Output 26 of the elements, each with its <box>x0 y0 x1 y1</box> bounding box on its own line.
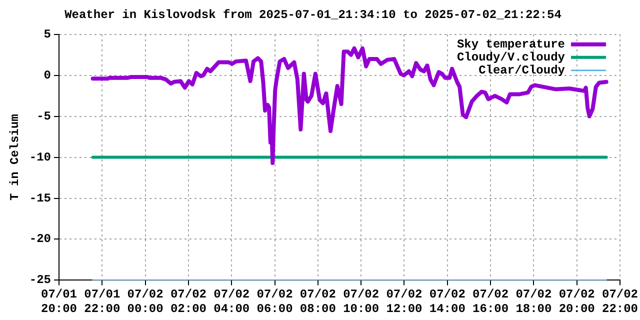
x-tick-label: 07/02 00:00 <box>127 287 164 316</box>
y-tick-label: -25 <box>29 273 52 288</box>
x-tick-label: 07/02 02:00 <box>170 287 206 316</box>
y-tick-label: -15 <box>29 191 52 206</box>
legend-label: Sky temperature <box>456 37 565 52</box>
x-tick-label: 07/02 04:00 <box>214 287 250 316</box>
x-tick-label: 07/02 22:00 <box>602 287 638 316</box>
y-tick-label: -10 <box>29 150 52 164</box>
x-tick-label: 07/02 18:00 <box>516 287 552 316</box>
chart-title: Weather in Kislovodsk from 2025-07-01_21:34:10 to 2025-07-02_21:22:54 <box>64 8 562 22</box>
x-tick-label: 07/02 20:00 <box>558 287 595 316</box>
x-tick-label: 07/02 16:00 <box>472 287 509 316</box>
x-tick-label: 07/02 06:00 <box>256 287 293 316</box>
x-tick-label: 07/02 14:00 <box>429 287 466 316</box>
x-tick-label: 07/02 12:00 <box>386 287 422 316</box>
y-tick-label: -20 <box>29 232 52 246</box>
x-tick-label: 07/01 20:00 <box>40 287 78 316</box>
legend-label: Clear/Cloudy <box>478 63 565 78</box>
legend-label: Cloudy/V.cloudy <box>456 50 565 64</box>
x-tick-label: 07/02 10:00 <box>343 287 380 316</box>
x-tick-label: 07/01 22:00 <box>84 287 120 316</box>
x-tick-label: 07/02 08:00 <box>300 287 336 316</box>
y-tick-label: 0 <box>44 68 52 82</box>
y-tick-label: 5 <box>44 27 52 42</box>
y-tick-label: -5 <box>36 109 52 124</box>
y-axis-title: T in Celsium <box>8 114 22 201</box>
